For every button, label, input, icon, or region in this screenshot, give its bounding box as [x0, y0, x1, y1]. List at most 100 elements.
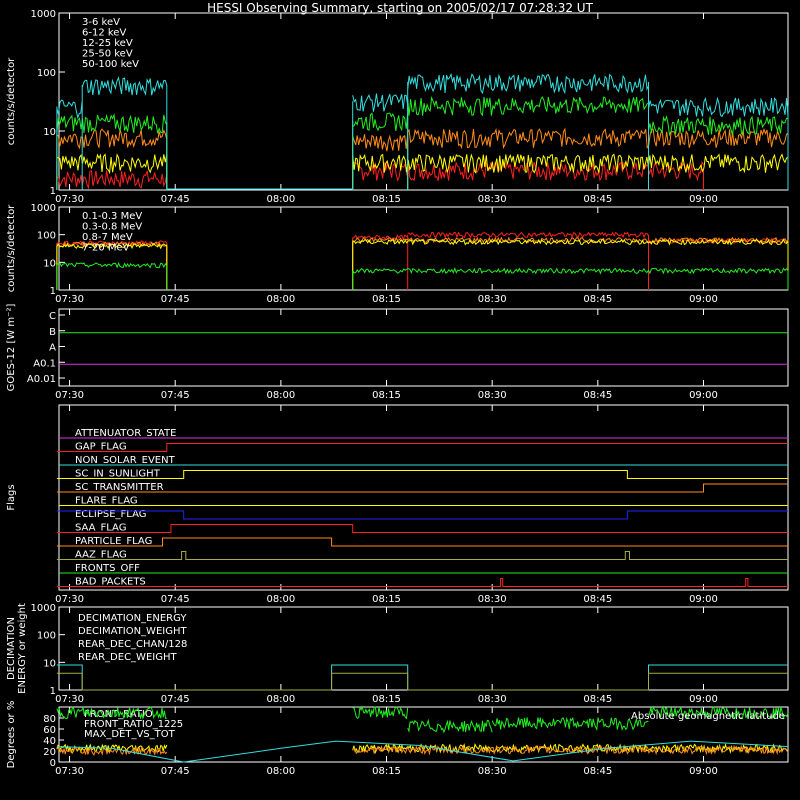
- flag-label: FRONTS_OFF: [75, 563, 140, 574]
- x-tick-label: 08:30: [478, 294, 507, 305]
- y-axis-label: Flags: [6, 484, 17, 510]
- x-tick-label: 08:45: [583, 766, 612, 777]
- flag-label: SC_IN_SUNLIGHT: [75, 469, 161, 480]
- panel-6: 07:30 07:45 08:00 08:15 08:30 08:45 09:00 Degre…: [6, 701, 789, 777]
- series-line: [56, 672, 788, 691]
- y-axis-label: counts/s/detector: [6, 204, 17, 292]
- x-tick-label: 08:45: [583, 594, 612, 605]
- flag-label: AAZ_FLAG: [75, 550, 127, 561]
- panel-4: 07:30 07:45 08:00 08:15 08:30 08:45 09:00 Flags: [6, 404, 789, 605]
- legend-entry: DECIMATION_ENERGY: [78, 613, 187, 624]
- x-tick-label: 07:45: [161, 390, 190, 401]
- panel-4-series: ATTENUATOR_STATE GAP_FLAG NON_SOLAR_EVENT S…: [56, 428, 788, 588]
- y-tick-label: 10: [43, 258, 56, 269]
- panel-frame: [58, 206, 789, 291]
- y-tick-label: 80: [43, 714, 56, 725]
- legend-entry: 0.3-0.8 MeV: [82, 222, 142, 233]
- x-tick-label: 08:45: [583, 694, 612, 705]
- x-tick-label: 07:45: [161, 594, 190, 605]
- x-tick-label: 07:45: [161, 294, 190, 305]
- series-line: [56, 740, 789, 763]
- y-tick-label: 1000: [31, 9, 56, 20]
- x-tick-label: 08:30: [478, 194, 507, 205]
- annotation: Absolute geomagnetic latitude: [631, 711, 785, 722]
- y-tick-label: 1: [50, 286, 56, 297]
- flag-label: BAD_PACKETS: [75, 577, 146, 588]
- flag-line: [56, 537, 788, 547]
- y-axis-label: Degrees or %: [6, 701, 17, 769]
- x-tick-label: 07:30: [55, 294, 84, 305]
- y-tick-label: 1: [50, 186, 56, 197]
- legend-entry: FRONT_RATIO_1225: [84, 719, 183, 730]
- x-tick-label: 08:00: [266, 594, 295, 605]
- legend-entry: 6-12 keV: [82, 28, 126, 39]
- x-tick-label: 07:45: [161, 694, 190, 705]
- y-tick-label: A: [49, 343, 56, 354]
- x-tick-label: 07:30: [55, 390, 84, 401]
- legend-entry: DECIMATION_WEIGHT: [78, 626, 187, 637]
- legend-entry: 50-100 keV: [82, 59, 139, 70]
- x-tick-label: 08:30: [478, 766, 507, 777]
- x-tick-label: 09:00: [689, 694, 718, 705]
- panel-3-series: A0.01 A0.1 ABC: [27, 311, 788, 385]
- flag-label: NON_SOLAR_EVENT: [75, 455, 176, 466]
- x-tick-label: 08:00: [266, 390, 295, 401]
- x-tick-label: 07:45: [161, 766, 190, 777]
- panel-frame: [58, 706, 789, 763]
- panel-5-series: DECIMATION_ENERGY DECIMATION_WEIGHT REAR_D…: [56, 613, 788, 691]
- y-axis-label: ENERGY or weight: [17, 603, 28, 694]
- y-tick-label: 100: [37, 231, 56, 242]
- y-tick-label: 60: [43, 725, 56, 736]
- x-tick-label: 07:45: [161, 194, 190, 205]
- x-tick-label: 07:30: [55, 194, 84, 205]
- page-title: HESSI Observing Summary, starting on 200…: [207, 1, 593, 15]
- x-tick-label: 08:45: [583, 194, 612, 205]
- x-tick-label: 08:45: [583, 294, 612, 305]
- flag-label: FLARE_FLAG: [75, 496, 138, 507]
- x-tick-label: 08:00: [266, 294, 295, 305]
- y-tick-label: 40: [43, 736, 56, 747]
- x-tick-label: 08:15: [372, 194, 401, 205]
- x-tick-label: 08:00: [266, 694, 295, 705]
- y-tick-label: 1000: [31, 603, 56, 614]
- y-axis-label: GOES-12 [W m⁻²]: [6, 304, 17, 392]
- x-tick-label: 08:45: [583, 390, 612, 401]
- y-tick-label: 20: [43, 747, 56, 758]
- flag-label: SC_TRANSMITTER: [75, 482, 164, 493]
- flag-label: PARTICLE_FLAG: [75, 536, 152, 547]
- y-tick-label: 100: [37, 631, 56, 642]
- y-tick-label: 1: [50, 686, 56, 697]
- panel-frame: [58, 308, 789, 387]
- legend-entry: 3-6 keV: [82, 17, 120, 28]
- panel-5: 07:30 07:45 08:00 08:15 08:30 08:45 09:00 DECIM…: [6, 603, 789, 705]
- legend-entry: REAR_DEC_CHAN/128: [78, 639, 187, 650]
- series-line: [56, 744, 789, 756]
- flag-label: ATTENUATOR_STATE: [75, 428, 176, 439]
- y-axis-label: DECIMATION: [6, 617, 17, 680]
- x-tick-label: 07:30: [55, 594, 84, 605]
- series-line: [56, 161, 704, 190]
- x-tick-label: 08:15: [372, 694, 401, 705]
- flag-line: [56, 470, 788, 479]
- x-tick-label: 09:00: [689, 766, 718, 777]
- y-axis-label: counts/s/detector: [6, 57, 17, 145]
- y-tick-label: 10: [43, 658, 56, 669]
- x-tick-label: 08:00: [266, 766, 295, 777]
- legend-entry: 12-25 keV: [82, 38, 133, 49]
- flag-line: [56, 551, 788, 560]
- y-tick-label: A0.1: [33, 358, 56, 369]
- x-tick-label: 08:15: [372, 594, 401, 605]
- x-tick-label: 07:30: [55, 766, 84, 777]
- legend-entry: 0.1-0.3 MeV: [82, 211, 142, 222]
- legend-entry: 7-20 MeV: [82, 243, 130, 254]
- flag-line: [56, 578, 788, 587]
- x-tick-label: 08:15: [372, 390, 401, 401]
- x-tick-label: 08:15: [372, 766, 401, 777]
- y-tick-label: C: [49, 311, 56, 322]
- flag-line: [56, 510, 788, 520]
- legend-entry: MAX_DET_VS_TOT: [84, 729, 176, 740]
